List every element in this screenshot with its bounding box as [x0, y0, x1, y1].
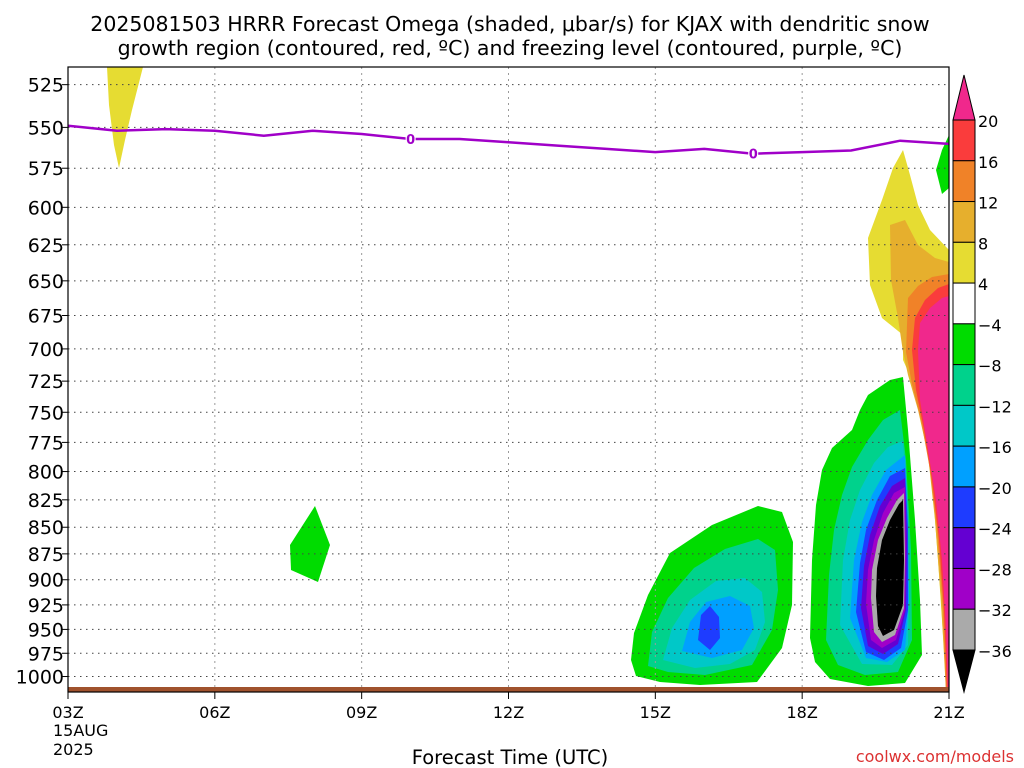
- y-tick-label: 825: [28, 490, 64, 512]
- freezing-label-bg: [405, 131, 416, 147]
- omega-region-6: [698, 606, 720, 650]
- colorbar-bin: [952, 160, 976, 203]
- y-tick-label: 575: [28, 158, 64, 180]
- x-tick-label: 21Z: [933, 703, 964, 722]
- colorbar-label: −24: [978, 520, 1012, 539]
- colorbar-bin: [952, 323, 976, 366]
- colorbar-label: 12: [978, 194, 998, 213]
- credit-text: coolwx.com/models: [856, 747, 1014, 766]
- y-tick-label: 850: [28, 517, 64, 539]
- y-tick-label: 550: [28, 117, 64, 139]
- x-axis-extra-date: 15AUG: [53, 721, 108, 740]
- y-tick-label: 650: [28, 271, 64, 293]
- x-axis-extra-year: 2025: [53, 740, 94, 759]
- colorbar-bin: [952, 364, 976, 406]
- freezing-level-label: 0: [749, 148, 758, 163]
- omega-shading: [107, 67, 949, 692]
- x-tick-label: 15Z: [640, 703, 671, 722]
- colorbar-label: −4: [978, 316, 1002, 335]
- colorbar-label: 8: [978, 234, 988, 253]
- colorbar-label: −8: [978, 357, 1002, 376]
- y-tick-label: 800: [28, 462, 64, 484]
- colorbar-label: −20: [978, 479, 1012, 498]
- x-axis-label: Forecast Time (UTC): [412, 746, 609, 768]
- y-tick-label: 600: [28, 197, 64, 219]
- y-tick-label: 700: [28, 339, 64, 361]
- colorbar-bin: [952, 608, 976, 651]
- y-tick-label: 925: [28, 595, 64, 617]
- x-tick-label: 18Z: [787, 703, 818, 722]
- colorbar-bin: [952, 404, 976, 447]
- chart-subtitle: growth region (contoured, red, ºC) and f…: [118, 36, 903, 60]
- x-tick-label: 09Z: [346, 703, 377, 722]
- freezing-level-label: 0: [406, 133, 415, 148]
- colorbar-label: −36: [978, 642, 1012, 661]
- omega-region-20: [918, 296, 949, 692]
- colorbar-bin: [952, 527, 976, 569]
- colorbar-label: 4: [978, 275, 988, 294]
- x-tick-label: 06Z: [199, 703, 230, 722]
- surface-terrain: [68, 687, 949, 692]
- x-tick-label: 03Z: [52, 703, 83, 722]
- x-tick-label: 12Z: [493, 703, 524, 722]
- colorbar-label: 16: [978, 153, 998, 172]
- chart-title: 2025081503 HRRR Forecast Omega (shaded, …: [90, 12, 929, 36]
- colorbar-bottom-arrow: [952, 649, 976, 694]
- colorbar-bin: [952, 282, 976, 325]
- colorbar: 20 16 12 8 4 −4 −8 −12 −16 −20 −24 −28 −32 −36: [952, 74, 1012, 694]
- y-axis: 525 550 575 600 625 650 675 700 725 750 775 800 825 8…: [16, 75, 68, 689]
- y-tick-label: 950: [28, 619, 64, 641]
- y-tick-label: 675: [28, 306, 64, 328]
- omega-region-0: [107, 67, 143, 168]
- y-tick-label: 1000: [16, 667, 64, 689]
- omega-region-1: [290, 506, 330, 582]
- y-tick-label: 750: [28, 402, 64, 424]
- colorbar-bin: [952, 201, 976, 243]
- colorbar-label: −32: [978, 601, 1012, 620]
- omega-region-21: [936, 135, 949, 194]
- colorbar-bin: [952, 119, 976, 162]
- surface-strip: [68, 687, 949, 692]
- colorbar-bin: [952, 567, 976, 610]
- freezing-label-bg: [748, 145, 759, 161]
- colorbar-bin: [952, 486, 976, 529]
- y-tick-label: 875: [28, 544, 64, 566]
- y-tick-label: 525: [28, 75, 64, 97]
- y-tick-label: 625: [28, 235, 64, 257]
- colorbar-label: −28: [978, 560, 1012, 579]
- colorbar-bin: [952, 241, 976, 284]
- omega-region-15: [876, 500, 904, 636]
- colorbar-label: −12: [978, 397, 1012, 416]
- y-tick-label: 975: [28, 643, 64, 665]
- freezing-level-line: [67, 124, 950, 155]
- freezing-level-contour: 00: [67, 124, 950, 163]
- y-tick-label: 775: [28, 432, 64, 454]
- grid-lines: [68, 67, 949, 692]
- colorbar-label: 20: [978, 112, 998, 131]
- x-axis: 03Z 06Z 09Z 12Z 15Z 18Z 21Z: [52, 692, 965, 722]
- y-tick-label: 725: [28, 371, 64, 393]
- colorbar-label: −16: [978, 438, 1012, 457]
- y-tick-label: 900: [28, 570, 64, 592]
- colorbar-bin: [952, 445, 976, 488]
